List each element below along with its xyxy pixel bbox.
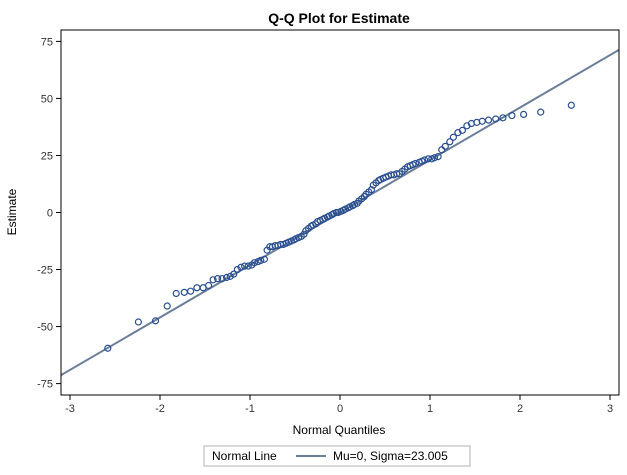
y-tick-label-3: 0 — [47, 208, 53, 220]
data-point-109 — [567, 101, 575, 109]
data-point-11 — [214, 275, 222, 283]
y-tick-label-2: -25 — [37, 265, 53, 277]
data-point-17 — [237, 263, 245, 271]
y-tick-label-5: 50 — [41, 93, 53, 105]
data-point-5 — [180, 288, 188, 296]
data-point-95 — [446, 138, 454, 146]
data-point-24 — [260, 255, 268, 263]
data-point-3 — [163, 302, 171, 310]
x-tick-label-6: 3 — [607, 403, 613, 415]
data-point-21 — [250, 259, 259, 267]
data-point-9 — [205, 281, 213, 290]
data-point-88 — [421, 156, 429, 164]
y-tick-label-6: 75 — [41, 36, 53, 48]
data-point-14 — [226, 272, 234, 280]
data-point-94 — [441, 142, 449, 150]
x-tick-label-3: 0 — [337, 403, 343, 415]
data-point-23 — [257, 256, 265, 265]
data-point-93 — [438, 146, 446, 154]
data-point-6 — [187, 287, 195, 295]
x-axis-label: Normal Quantiles — [293, 423, 386, 437]
x-tick-label-0: -3 — [65, 403, 75, 415]
plot-frame — [60, 29, 620, 396]
data-point-85 — [412, 159, 420, 168]
data-point-1 — [134, 318, 142, 326]
y-tick-label-4: 25 — [41, 150, 53, 162]
data-point-39 — [300, 230, 308, 238]
data-point-13 — [223, 273, 231, 282]
data-point-12 — [218, 275, 226, 283]
normal-reference-line — [61, 48, 619, 377]
y-tick-label-1: -50 — [37, 322, 53, 334]
data-point-19 — [244, 262, 252, 270]
data-point-106 — [508, 111, 516, 120]
data-point-18 — [241, 262, 249, 270]
x-tick-label-1: -2 — [155, 403, 165, 415]
data-point-103 — [484, 116, 493, 124]
data-point-105 — [499, 114, 507, 122]
legend-entry: Mu=0, Sigma=23.005 — [333, 449, 448, 463]
data-point-4 — [172, 289, 180, 298]
legend-title: Normal Line — [212, 449, 277, 463]
y-axis-label: Estimate — [5, 188, 19, 235]
plot-area: -3 -2 -1 0 1 2 3 -75 -50 -25 0 25 50 75 — [37, 29, 620, 415]
chart-title: Q-Q Plot for Estimate — [268, 10, 410, 26]
data-point-108 — [537, 108, 545, 116]
data-point-107 — [519, 110, 528, 119]
data-point-16 — [233, 265, 241, 274]
legend: Normal Line Mu=0, Sigma=23.005 — [203, 445, 471, 467]
legend-box — [203, 445, 471, 467]
data-point-68 — [367, 186, 376, 194]
data-point-0 — [104, 344, 112, 352]
data-point-91 — [430, 154, 439, 162]
data-point-92 — [434, 153, 442, 161]
data-point-15 — [230, 270, 238, 278]
data-point-2 — [151, 317, 160, 325]
data-point-96 — [449, 133, 457, 141]
data-point-10 — [209, 276, 217, 284]
data-point-98 — [458, 126, 466, 134]
y-tick-label-0: -75 — [37, 379, 53, 391]
data-point-104 — [492, 115, 500, 123]
x-tick-label-2: -1 — [245, 403, 255, 415]
x-tick-label-4: 1 — [427, 403, 433, 415]
x-tick-label-5: 2 — [517, 403, 523, 415]
data-point-7 — [193, 284, 201, 292]
